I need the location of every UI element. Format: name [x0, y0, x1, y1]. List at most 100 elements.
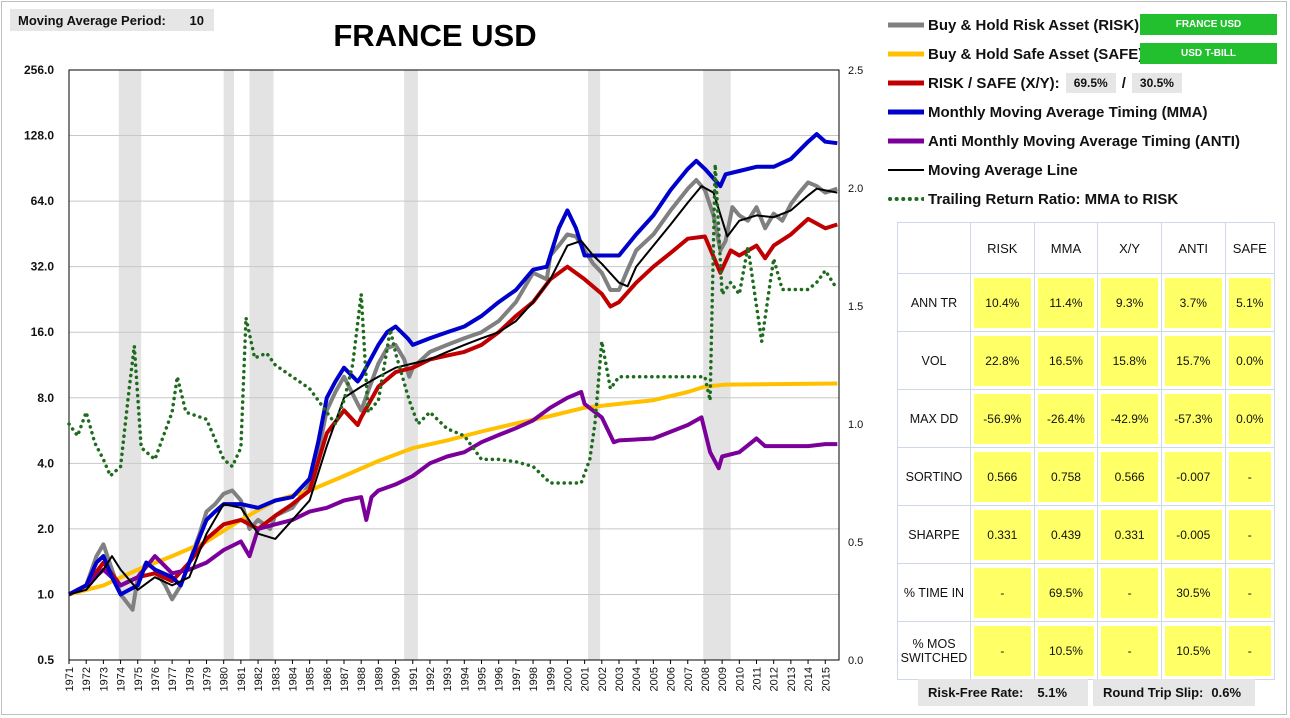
x-tick-label: 2010: [734, 667, 746, 691]
legend-item-anti: Anti Monthly Moving Average Timing (ANTI…: [888, 128, 1240, 154]
stats-col-header: MMA: [1033, 222, 1099, 274]
legend-label: Moving Average Line: [928, 161, 1078, 179]
risk-weight-box[interactable]: 69.5%: [1065, 73, 1116, 93]
legend-label: Trailing Return Ratio: MMA to RISK: [928, 190, 1179, 208]
y-left-tick-label: 16.0: [31, 325, 55, 339]
y-right-tick-label: 0.0: [848, 655, 863, 667]
stats-cell-wrap: 0.331: [970, 505, 1035, 564]
moving-average-period-field[interactable]: Moving Average Period: 10: [10, 9, 214, 31]
risk-free-rate-field: Risk-Free Rate: 5.1%: [918, 679, 1088, 706]
stats-cell-wrap: -: [970, 621, 1035, 680]
stats-cell-wrap: -: [1224, 563, 1276, 622]
y-right-tick-label: 2.0: [848, 183, 863, 195]
safe-asset-select[interactable]: USD T-BILL: [1140, 43, 1277, 64]
risk-asset-select[interactable]: FRANCE USD: [1140, 14, 1277, 35]
stats-cell-wrap: -: [1224, 621, 1276, 680]
x-tick-label: 1981: [236, 667, 248, 691]
y-right-tick-label: 0.5: [848, 537, 863, 549]
stats-row: SHARPE 0.331 0.439 0.331 -0.005-: [897, 505, 1276, 564]
x-tick-label: 1975: [133, 667, 145, 691]
safe-weight-box[interactable]: 30.5%: [1131, 73, 1182, 93]
stats-cell-wrap: 9.3%: [1097, 273, 1162, 332]
legend-swatch: [888, 51, 924, 57]
legend-swatch: [888, 80, 924, 86]
x-tick-label: 1995: [477, 667, 489, 691]
legend-label: Buy & Hold Safe Asset (SAFE):: [928, 45, 1149, 63]
y-right-tick-label: 2.5: [848, 65, 863, 77]
legend-item-ma-line: Moving Average Line: [888, 157, 1078, 183]
shaded-period: [588, 70, 601, 660]
legend-label: Anti Monthly Moving Average Timing (ANTI…: [928, 132, 1240, 150]
legend-item-safe: Buy & Hold Safe Asset (SAFE):: [888, 41, 1148, 67]
x-tick-label: 2004: [631, 667, 643, 691]
stats-cell: 3.7%: [1164, 277, 1222, 328]
stats-row: VOL 22.8% 16.5% 15.8% 15.7% 0.0%: [897, 331, 1276, 390]
stats-cell-wrap: 0.331: [1097, 505, 1162, 564]
stats-cell: 0.0%: [1228, 335, 1271, 386]
stats-cell: 15.7%: [1164, 335, 1222, 386]
shaded-period: [249, 70, 274, 660]
x-tick-label: 1980: [219, 667, 231, 691]
stats-row: MAX DD -56.9% -26.4% -42.9% -57.3% 0.0%: [897, 389, 1276, 448]
round-trip-value[interactable]: 0.6%: [1211, 685, 1242, 700]
stats-cell: -: [1228, 567, 1271, 618]
stats-row: % MOS SWITCHED -10.5% -10.5% -: [897, 621, 1276, 680]
stats-cell: 0.758: [1037, 451, 1095, 502]
x-tick-label: 2002: [597, 667, 609, 691]
series-lines: [67, 132, 840, 612]
stats-col-header: SAFE: [1224, 222, 1276, 274]
series-line-1: [68, 381, 838, 597]
stats-cell: -: [974, 567, 1031, 618]
x-tick-label: 1996: [494, 667, 506, 691]
x-tick-label: 2000: [562, 667, 574, 691]
stats-cell: 30.5%: [1164, 567, 1222, 618]
stats-cell: 0.439: [1037, 509, 1095, 560]
legend-swatch: [888, 138, 924, 144]
stats-row-label: SORTINO: [897, 447, 971, 506]
stats-cell-wrap: 10.5%: [1160, 621, 1226, 680]
stats-cell-wrap: -0.007: [1160, 447, 1226, 506]
x-tick-label: 1998: [528, 667, 540, 691]
x-tick-label: 1979: [202, 667, 214, 691]
stats-cell: 69.5%: [1037, 567, 1095, 618]
stats-cell-wrap: -: [970, 563, 1035, 622]
x-tick-label: 1971: [64, 667, 76, 691]
stats-cell-wrap: 0.0%: [1224, 331, 1276, 390]
stats-cell-wrap: -26.4%: [1033, 389, 1099, 448]
stats-cell: 22.8%: [974, 335, 1031, 386]
x-tick-label: 2003: [614, 667, 626, 691]
x-tick-label: 1973: [98, 667, 110, 691]
x-tick-label: 2012: [769, 667, 781, 691]
plot-area-border: [68, 69, 840, 661]
x-tick-label: 2008: [700, 667, 712, 691]
y-left-tick-label: 256.0: [24, 63, 54, 77]
x-tick-label: 2007: [683, 667, 695, 691]
stats-cell-wrap: -: [1224, 505, 1276, 564]
x-tick-label: 1987: [339, 667, 351, 691]
stats-corner: [897, 222, 971, 274]
legend-label: Buy & Hold Risk Asset (RISK):: [928, 16, 1145, 34]
x-tick-label: 2009: [717, 667, 729, 691]
stats-cell-wrap: 15.8%: [1097, 331, 1162, 390]
stats-cell: -: [1228, 509, 1271, 560]
stats-col-header: ANTI: [1160, 222, 1226, 274]
x-tick-label: 1986: [322, 667, 334, 691]
chart: 0.5 1.0 2.0 4.0 8.0 16.0 32.0 64.0 128.0 256.0 0.0…: [24, 63, 863, 691]
legend-item-mma: Monthly Moving Average Timing (MMA): [888, 99, 1207, 125]
x-tick-label: 1972: [81, 667, 93, 691]
risk-free-value[interactable]: 5.1%: [1037, 685, 1068, 700]
stats-cell-wrap: 3.7%: [1160, 273, 1226, 332]
y-left-tick-label: 32.0: [31, 260, 55, 274]
x-tick-label: 2014: [803, 667, 815, 691]
stats-cell: 9.3%: [1101, 277, 1158, 328]
x-tick-label: 2011: [752, 667, 764, 691]
legend-swatch: [888, 22, 924, 28]
stats-cell: 0.331: [974, 509, 1031, 560]
x-tick-label: 1985: [305, 667, 317, 691]
ma-period-value[interactable]: 10: [189, 12, 204, 28]
y-right-tick-label: 1.5: [848, 301, 863, 313]
stats-cell-wrap: 22.8%: [970, 331, 1035, 390]
ma-period-label: Moving Average Period:: [18, 12, 166, 28]
stats-col-header: X/Y: [1097, 222, 1162, 274]
